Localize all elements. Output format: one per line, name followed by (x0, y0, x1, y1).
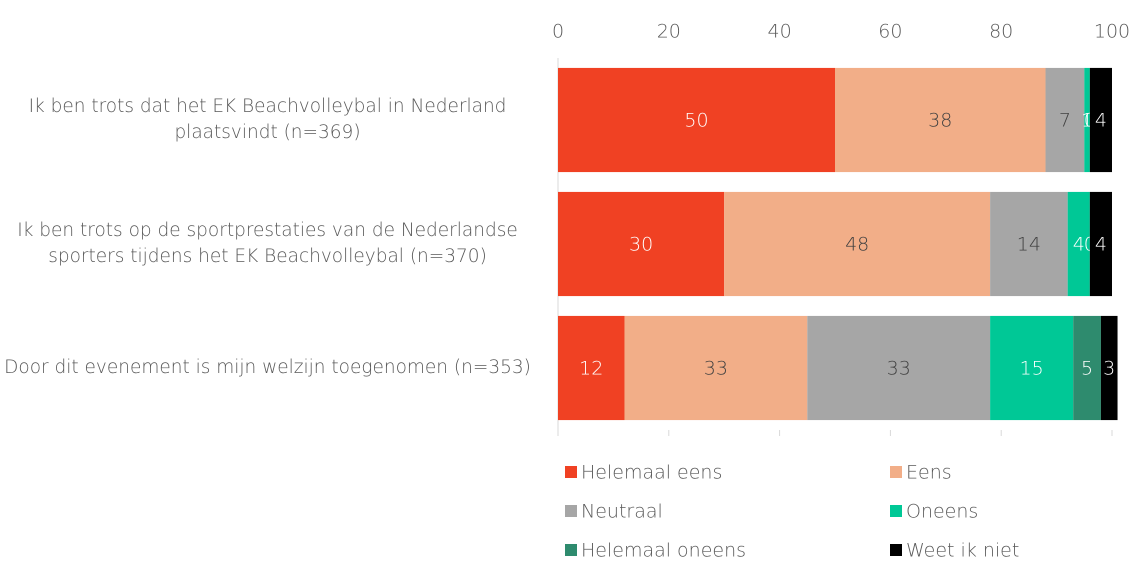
data-label: 33 (704, 358, 728, 380)
bar-segment (835, 67, 1046, 173)
x-tick-label: 80 (989, 21, 1013, 43)
x-tick-label: 20 (657, 21, 681, 43)
data-label: 3 (1103, 358, 1115, 380)
data-label: 4 (1073, 234, 1085, 256)
category-label: Ik ben trots op de sportprestaties van d… (17, 220, 518, 267)
legend-label: Helemaal oneens (581, 540, 746, 562)
legend-label: Eens (906, 462, 952, 484)
data-label: 48 (845, 234, 869, 256)
legend-swatch (890, 505, 902, 517)
bar-segment (990, 191, 1068, 297)
legend-label: Neutraal (581, 501, 663, 523)
category-label: Ik ben trots dat het EK Beachvolleybal i… (28, 96, 507, 143)
legend-label: Weet ik niet (906, 540, 1019, 562)
data-label: 30 (629, 234, 653, 256)
bar-segment (1045, 67, 1085, 173)
data-label: 5 (1081, 358, 1093, 380)
x-tick-label: 40 (768, 21, 792, 43)
legend-label: Helemaal eens (581, 462, 722, 484)
legend-swatch (565, 466, 577, 478)
bar-segment (1084, 67, 1090, 173)
bar-segment (1100, 315, 1118, 421)
legend-swatch (565, 544, 577, 556)
bar-segment (558, 191, 725, 297)
bar-segment (1073, 315, 1101, 421)
bar-segment (558, 315, 625, 421)
x-tick-label: 0 (552, 21, 564, 43)
bar-segment (624, 315, 808, 421)
legend-swatch (890, 544, 902, 556)
legend-label: Oneens (906, 501, 978, 523)
bar-segment (1089, 67, 1112, 173)
x-tick-label: 60 (878, 21, 902, 43)
data-label: 7 (1059, 110, 1071, 132)
data-label: 4 (1095, 110, 1107, 132)
bar-segment (990, 315, 1074, 421)
data-label: 15 (1020, 358, 1044, 380)
bar-segment (1089, 191, 1112, 297)
data-label: 4 (1095, 234, 1107, 256)
data-label: 14 (1017, 234, 1041, 256)
data-label: 12 (579, 358, 603, 380)
data-label: 50 (684, 110, 708, 132)
x-tick-label: 100 (1094, 21, 1130, 43)
legend-swatch (565, 505, 577, 517)
bar-segment (724, 191, 991, 297)
data-label: 33 (887, 358, 911, 380)
bar-segment (558, 67, 835, 173)
bar-segment (807, 315, 991, 421)
bar-segment (1067, 191, 1090, 297)
category-label: Door dit evenement is mijn welzijn toege… (4, 357, 531, 378)
legend-swatch (890, 466, 902, 478)
data-label: 38 (928, 110, 952, 132)
